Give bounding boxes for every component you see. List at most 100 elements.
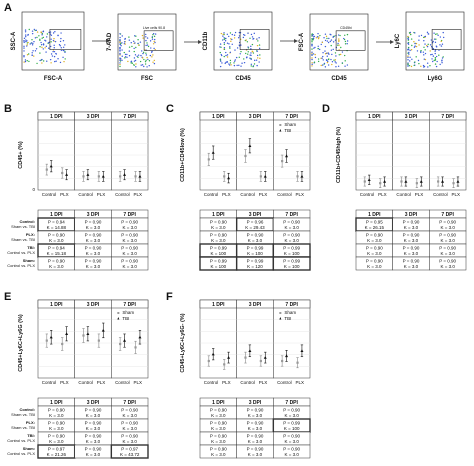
table-cell-p: P = 0.90 [439,246,456,251]
flow-event [329,33,331,35]
flow-event [57,58,59,60]
table-cell-p: P = 0.90 [210,408,227,413]
flow-event [59,45,62,47]
flow-event [407,56,409,59]
flow-event [407,35,409,38]
flow-event [311,39,313,41]
flow-event [133,57,136,59]
legend-sham-marker [279,312,282,314]
table-header-label: 3 DPI [405,212,418,218]
flow-event [145,44,147,47]
group-label: 1 DPI [368,114,381,120]
group-frame [429,111,467,191]
sham-point [244,154,247,158]
flow-event [152,32,155,35]
flow-event [64,51,66,54]
x-tick-label: PLX [259,380,268,385]
table-header-label: 1 DPI [50,400,63,406]
flow-event [420,51,422,54]
flow-event [229,59,232,62]
tbi-point [227,356,231,359]
flow-event [416,50,419,52]
flow-event [257,57,259,59]
legend-tbi-label: TBI [284,316,291,321]
flow-event [234,49,236,51]
table-cell-p: P = 0.90 [48,259,65,264]
flow-event [28,53,30,55]
flow-event [148,64,150,67]
flow-event [36,36,38,39]
flow-event [256,44,259,47]
flow-event [135,46,137,49]
table-cell-k: K = 3.0 [86,251,101,256]
row-label: Control vs. PLX [7,451,35,456]
sham-point [61,171,64,175]
group-label: 3 DPI [249,302,262,308]
flow-event [258,47,261,50]
flow-event [431,53,433,56]
flow-event [344,60,346,62]
flow-event [48,31,50,34]
flow-event [313,61,316,63]
table-header-label: 7 DPI [123,212,136,218]
flow-event [341,51,344,53]
flow-event [46,60,48,62]
flow-event [311,45,313,47]
flow-event [145,36,147,38]
table-cell-k: K = 3.0 [122,251,137,256]
table-cell-p: P = 0.90 [85,408,102,413]
tbi-point [383,179,387,183]
panel-letter: F [166,291,173,303]
flow-event [154,48,156,51]
y-axis-title: CD45+Ly6C+Ly6G- (%) [180,313,186,372]
flow-event [317,47,319,50]
flow-event [59,61,62,64]
flow-event [23,41,25,43]
flow-event [153,38,156,41]
flow-event [254,59,256,62]
sham-point [45,339,48,342]
table-cell-k: K = 3.0 [49,264,64,269]
flow-event [407,63,409,65]
flow-event [346,64,349,66]
flow-event [441,61,443,64]
flow-event [153,62,156,65]
flow-event [320,64,322,67]
flow-event [407,46,410,49]
flow-event [433,32,435,34]
flow-event [408,60,411,62]
flow-event [54,40,57,43]
flow-gate [335,30,366,51]
tbi-point [248,349,252,352]
flow-event [42,48,44,50]
flow-event [326,52,328,55]
flow-event [415,45,418,48]
flow-event [315,37,318,39]
flow-event [50,53,53,55]
flow-event [63,60,65,63]
flow-event [442,31,444,34]
flow-event [231,33,234,36]
group-header [429,111,467,121]
flow-event [256,38,258,40]
flow-event [141,50,143,52]
panel-letter: C [166,103,174,115]
table-cell-p: P = 0.90 [403,259,420,264]
flow-event [317,37,320,40]
table-cell [273,444,311,459]
flow-event [311,51,313,53]
flow-event [149,54,152,57]
table-cell-p: P = 0.90 [403,220,420,225]
flow-event [344,65,346,67]
flow-event [409,31,412,34]
flow-event [339,53,342,56]
flow-event [318,36,320,38]
flow-event [346,33,349,36]
flow-event [251,50,253,52]
flow-event [130,42,132,44]
flow-gate-label: Live cells 90.8 [143,26,165,30]
table-header-label: 3 DPI [249,212,262,218]
flow-event [24,60,27,63]
flow-event [148,60,151,62]
flow-event [311,41,313,43]
